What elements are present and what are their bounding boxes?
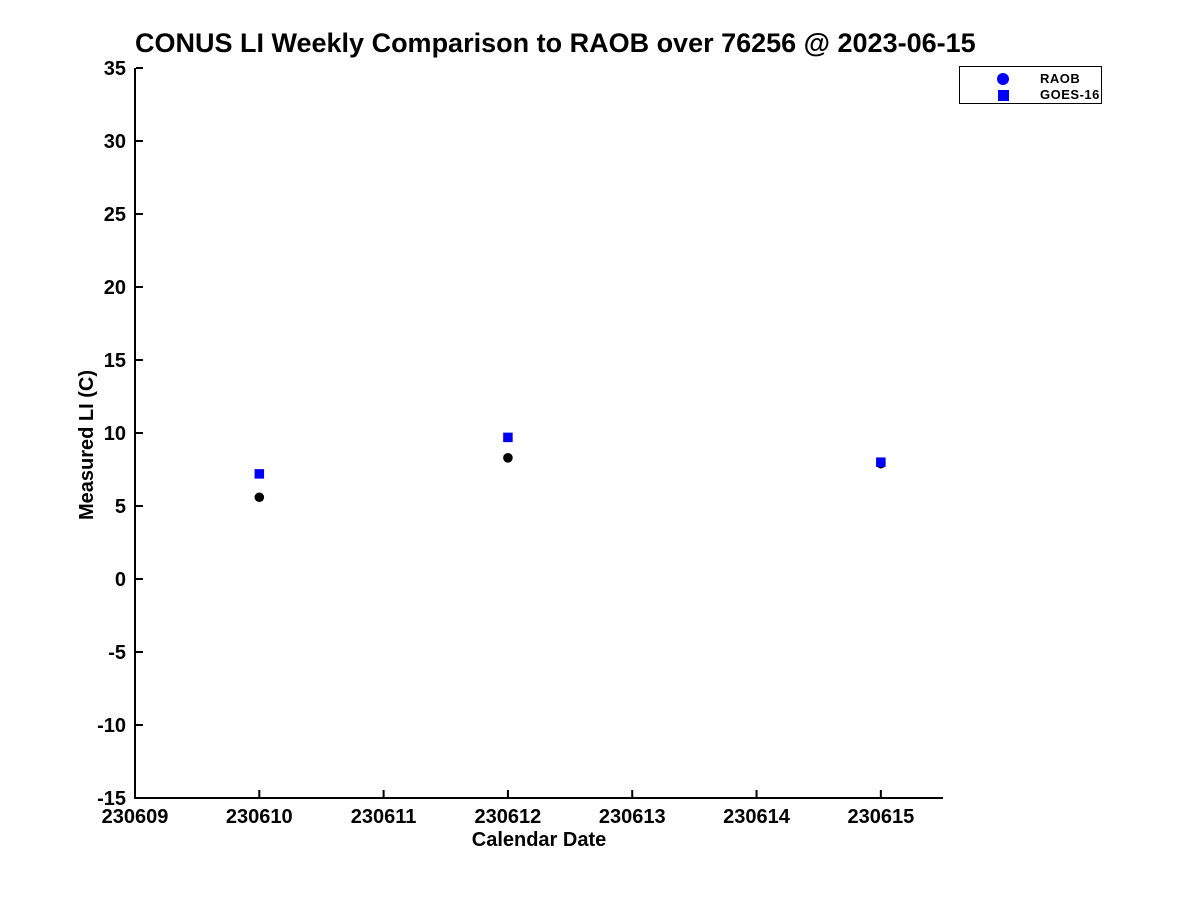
y-tick-label: -15 <box>97 788 126 810</box>
data-point-raob <box>503 453 513 463</box>
data-point-goes-16 <box>503 432 513 443</box>
y-tick-label: 10 <box>104 423 126 445</box>
goes16-legend-marker-icon <box>998 90 1009 101</box>
x-tick-label: 230614 <box>723 806 791 828</box>
x-tick-label: 230611 <box>351 806 417 828</box>
y-tick-label: 35 <box>104 58 126 80</box>
raob-legend-marker-icon <box>997 73 1009 85</box>
y-tick-label: 20 <box>104 277 126 299</box>
data-point-goes-16 <box>254 469 265 479</box>
y-tick-label: 30 <box>104 131 126 153</box>
x-tick-label: 230610 <box>226 806 293 828</box>
y-tick-label: 15 <box>104 350 126 372</box>
y-tick-label: -5 <box>108 642 126 664</box>
x-tick-label: 230612 <box>475 806 542 828</box>
y-tick-label: 5 <box>115 496 126 518</box>
legend-label-goes16: GOES-16 <box>1040 87 1100 102</box>
x-tick-label: 230609 <box>102 806 169 828</box>
legend: RAOB GOES-16 <box>959 66 1102 104</box>
y-tick-label: 25 <box>104 204 126 226</box>
legend-label-raob: RAOB <box>1040 71 1081 86</box>
y-tick-label: -10 <box>97 715 126 737</box>
chart-title: CONUS LI Weekly Comparison to RAOB over … <box>135 28 976 58</box>
x-tick-label: 230613 <box>599 806 666 828</box>
x-tick-label: 230615 <box>847 806 914 828</box>
data-point-goes-16 <box>876 457 886 467</box>
data-point-raob <box>254 492 265 503</box>
y-tick-label: 0 <box>115 569 126 591</box>
x-axis-label: Calendar Date <box>471 829 607 851</box>
